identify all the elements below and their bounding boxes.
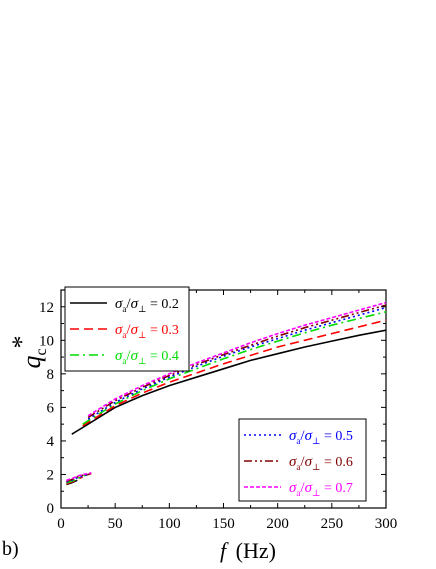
legend-label: σa/σ⊥ = 0.4 (115, 348, 179, 366)
x-tick-label: 300 (375, 516, 398, 532)
y-tick-label: 4 (47, 434, 55, 450)
series-line-1 (71, 329, 387, 435)
y-tick-label: 0 (47, 501, 55, 517)
x-axis-var: f (220, 538, 229, 563)
panel-label: b) (2, 538, 19, 560)
x-tick-label: 200 (266, 516, 289, 532)
legend-label: σa/σ⊥ = 0.5 (289, 428, 353, 446)
series-line-2 (82, 319, 387, 427)
x-tick-label: 100 (158, 516, 181, 532)
y-tick-label: 8 (47, 367, 55, 383)
y-axis-sub: c (33, 348, 50, 355)
legend-label: σa/σ⊥ = 0.2 (115, 296, 179, 314)
legend-top-left: σa/σ⊥ = 0.2 σa/σ⊥ = 0.3 σa/σ⊥ = 0.4 (64, 286, 190, 372)
legend-label: σa/σ⊥ = 0.3 (115, 322, 179, 340)
ticks-layer: 0 50 100 150 200 250 300 0 2 4 6 8 10 12 (39, 290, 397, 532)
x-tick-label: 150 (212, 516, 235, 532)
series-low-branch-3 (66, 473, 89, 484)
legend-box (238, 418, 367, 502)
series-layer (66, 301, 387, 486)
series-line-5 (87, 304, 387, 419)
y-tick-label: 12 (39, 300, 54, 316)
series-low-branch-5 (66, 472, 92, 482)
series-line-6 (87, 301, 387, 417)
series-line-4 (87, 306, 387, 420)
y-axis-title: qc* (7, 335, 50, 368)
series-low-branch-6 (66, 472, 92, 482)
series-line-3 (82, 311, 387, 425)
y-tick-label: 2 (47, 467, 55, 483)
legend-label: σa/σ⊥ = 0.7 (289, 480, 353, 498)
x-axis-title: f (Hz) (220, 538, 276, 563)
x-tick-label: 50 (108, 516, 123, 532)
y-tick-label: 6 (47, 400, 55, 416)
y-axis-var: q (17, 356, 46, 369)
legend-label: σa/σ⊥ = 0.6 (289, 454, 353, 472)
x-tick-label: 250 (321, 516, 344, 532)
y-axis-sup: * (7, 335, 36, 348)
x-axis-unit: (Hz) (236, 538, 276, 563)
y-tick-label: 10 (39, 333, 54, 349)
legend-bottom-right: σa/σ⊥ = 0.5 σa/σ⊥ = 0.6 σa/σ⊥ = 0.7 (238, 418, 367, 502)
x-tick-label: 0 (57, 516, 65, 532)
